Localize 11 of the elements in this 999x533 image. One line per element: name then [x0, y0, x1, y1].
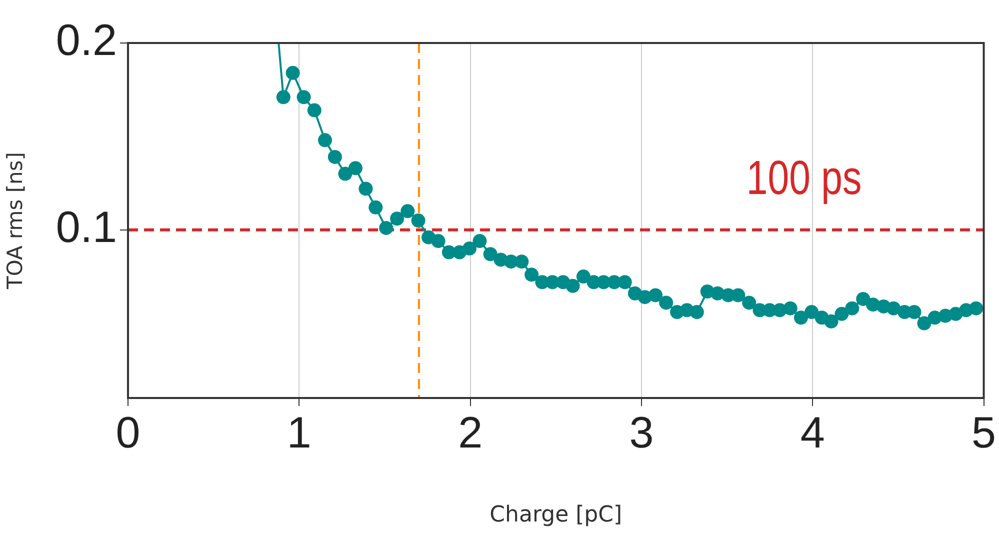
ref-line-label: 100 ps: [746, 152, 862, 205]
x-tick-label: 4: [800, 408, 825, 458]
x-tick-label: 2: [458, 408, 483, 458]
y-tick-label: 0.1: [56, 202, 117, 252]
x-tick-label: 0: [116, 408, 140, 458]
y-axis-title: TOA rms [ns]: [3, 152, 28, 290]
x-tick-label: 5: [972, 408, 996, 458]
x-tick-label: 3: [629, 408, 654, 458]
x-axis-title: Charge [pC]: [490, 502, 622, 528]
x-tick-label: 1: [286, 408, 312, 458]
y-tick-label: 0.2: [56, 16, 117, 66]
